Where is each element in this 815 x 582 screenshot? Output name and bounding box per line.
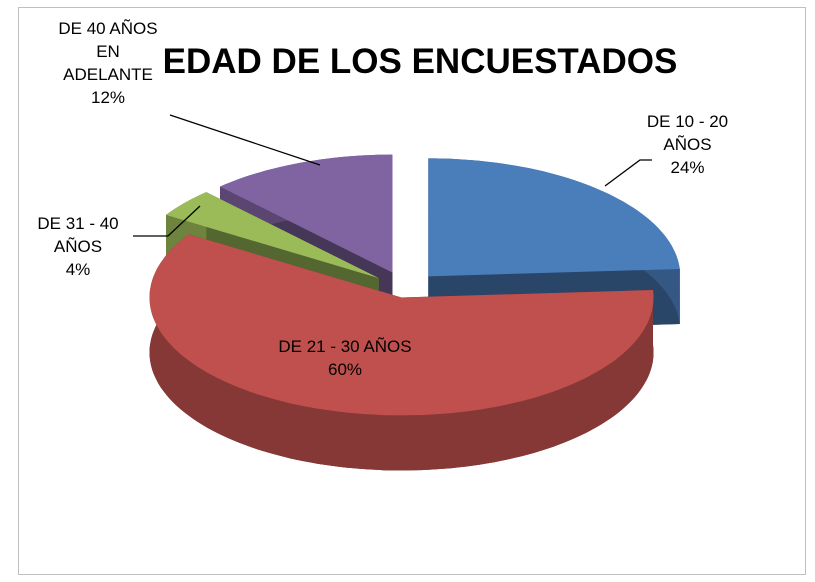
data-label: DE 10 - 20 AÑOS 24% <box>630 110 745 179</box>
leader-lines <box>133 114 652 237</box>
label-category: DE 31 - 40 AÑOS <box>37 214 119 256</box>
data-label: DE 21 - 30 AÑOS 60% <box>275 335 415 381</box>
leader-line <box>604 159 652 187</box>
label-category: DE 40 AÑOS EN ADELANTE <box>58 19 158 84</box>
chart-title: EDAD DE LOS ENCUESTADOS <box>162 42 678 81</box>
slice <box>220 154 393 273</box>
label-value: 12% <box>90 88 126 107</box>
slice <box>149 234 654 416</box>
data-label: DE 31 - 40 AÑOS 4% <box>18 212 138 281</box>
pie <box>149 154 680 471</box>
label-value: 24% <box>670 158 705 177</box>
label-category: DE 21 - 30 AÑOS <box>278 337 412 356</box>
data-label: DE 40 AÑOS EN ADELANTE 12% <box>38 17 178 109</box>
slice <box>166 192 379 279</box>
leader-line <box>169 114 321 166</box>
label-value: 60% <box>327 360 363 379</box>
label-value: 4% <box>65 260 91 279</box>
slice-wall <box>149 234 654 471</box>
leader-line <box>133 205 201 237</box>
label-category: DE 10 - 20 AÑOS <box>646 112 729 154</box>
slice <box>428 158 680 277</box>
